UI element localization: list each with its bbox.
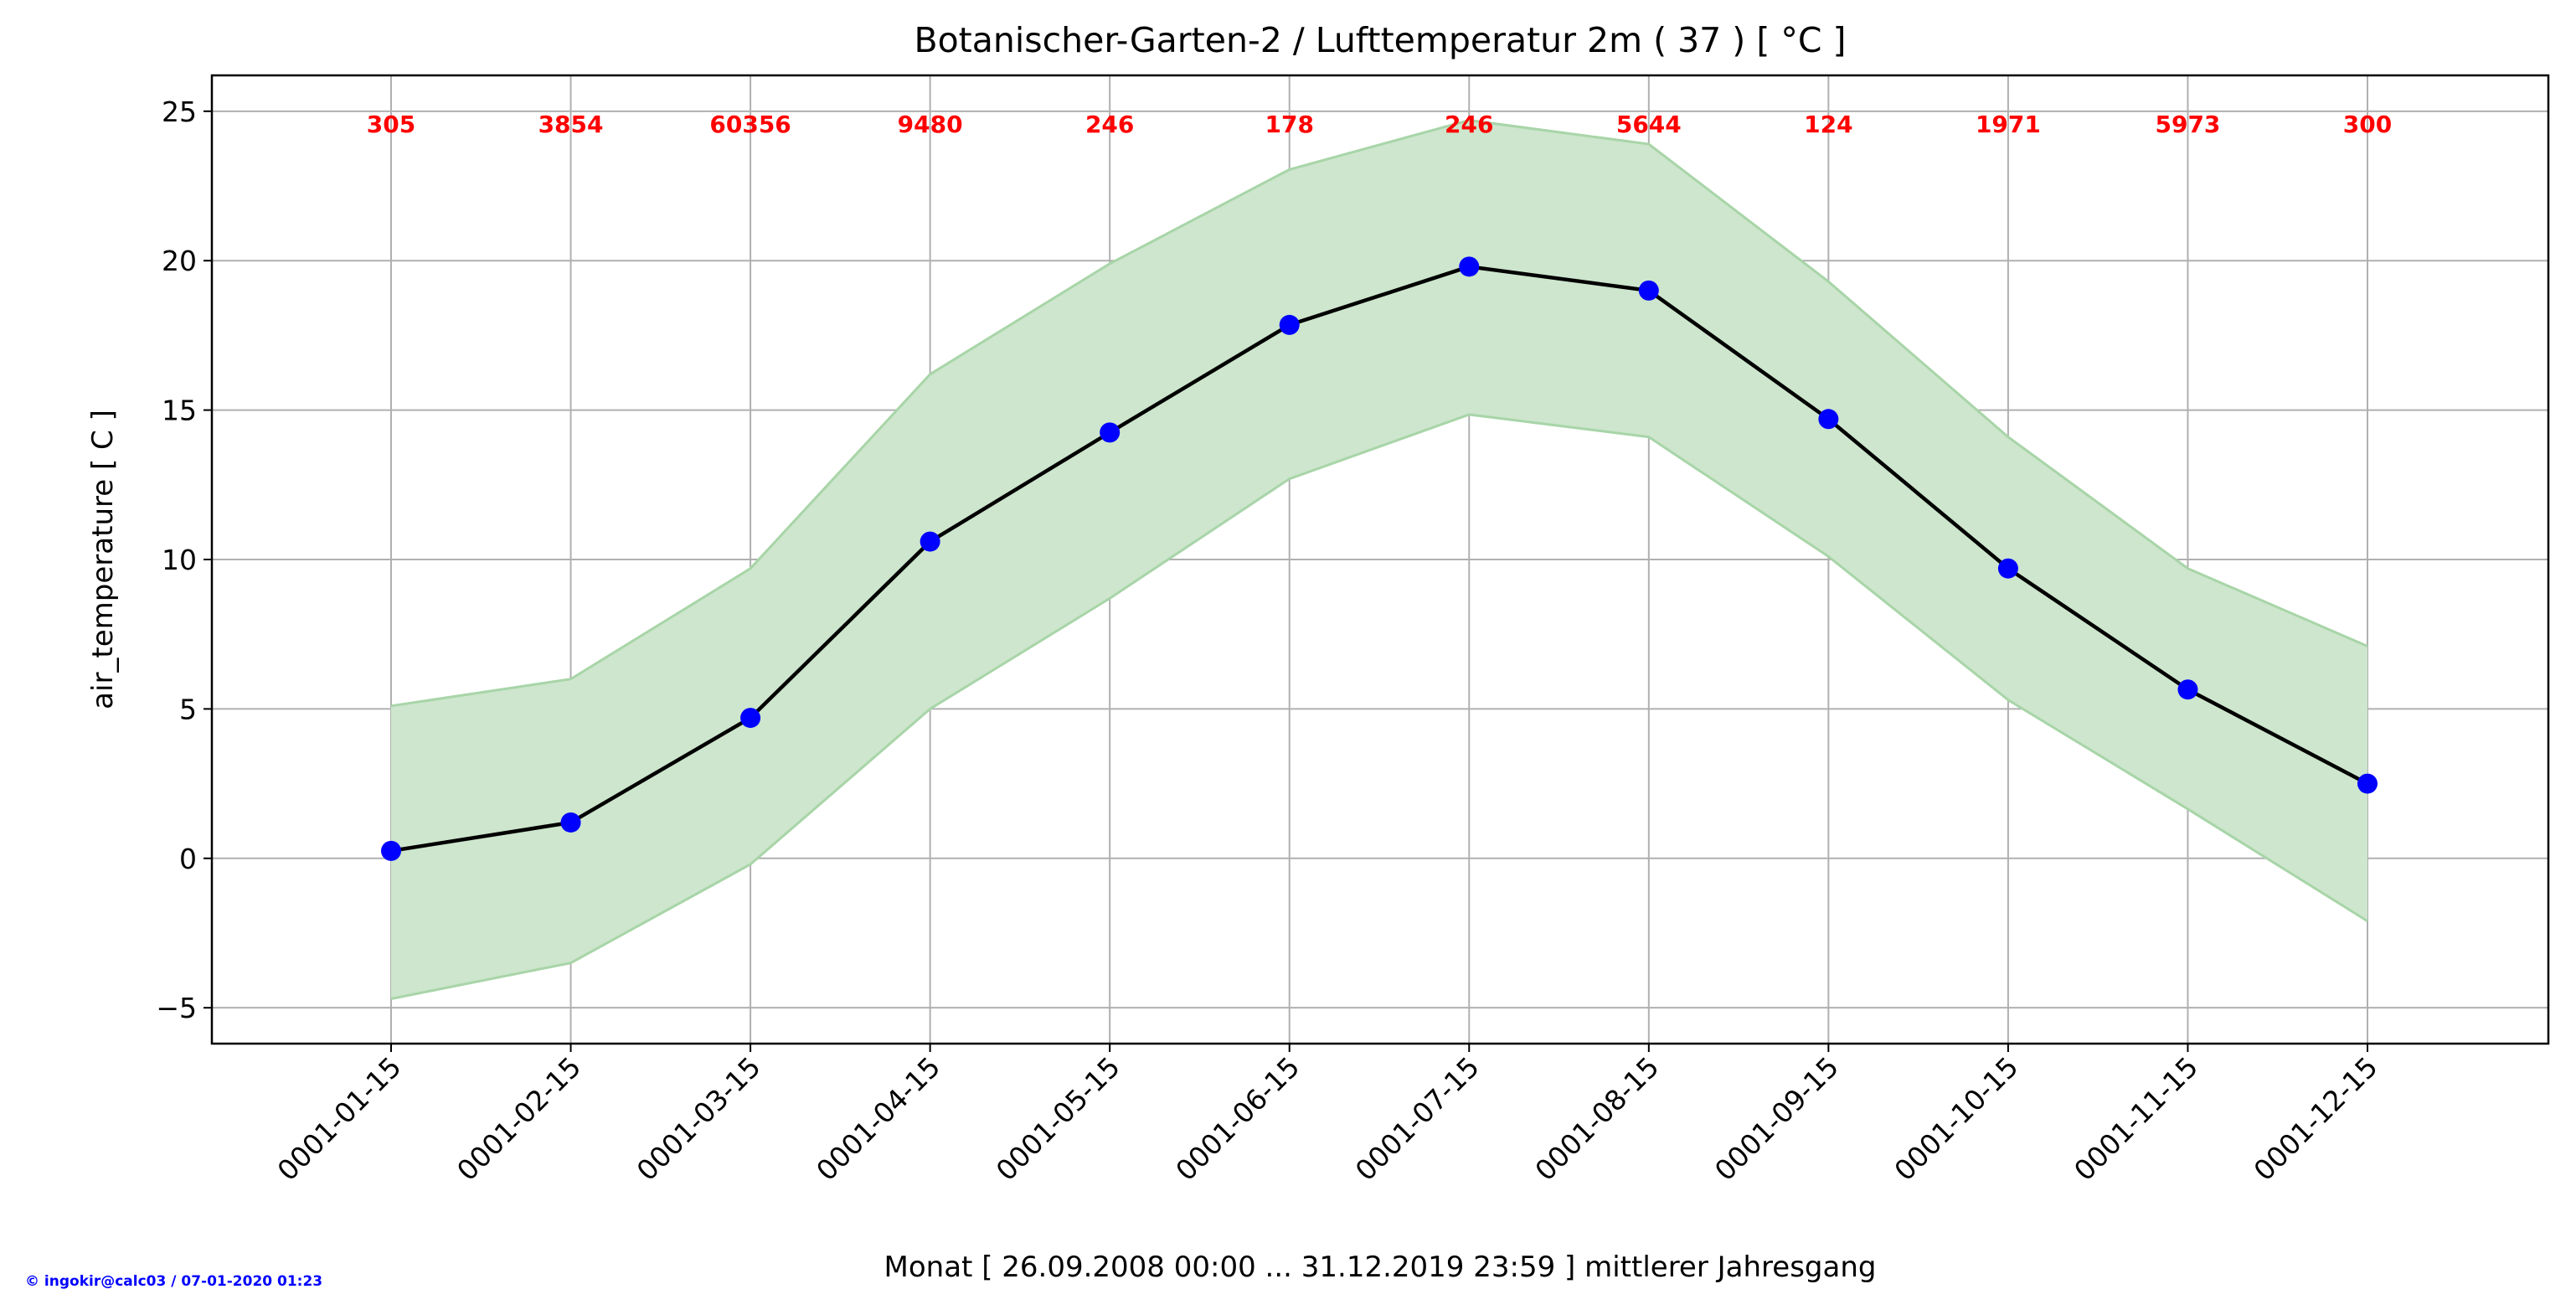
band-edge-line (390, 413, 2368, 1000)
x-tick-label: 0001-09-15 (1708, 1050, 1845, 1187)
y-tick-label: 10 (162, 544, 197, 576)
x-tick-label: 0001-06-15 (1169, 1050, 1306, 1187)
x-axis-label: Monat [ 26.09.2008 00:00 ... 31.12.2019 … (884, 1251, 1877, 1284)
footer-credit: © ingokir@calc03 / 07-01-2020 01:23 (25, 1273, 322, 1290)
y-ticks: −5 0 5 10 15 20 25 (156, 95, 212, 1024)
x-tick-label: 0001-08-15 (1528, 1050, 1665, 1187)
y-tick-label: 20 (162, 245, 197, 277)
x-ticks: 0001-01-15 0001-02-15 0001-03-15 0001-04-15… (270, 1044, 2384, 1187)
data-point (1459, 256, 1480, 277)
count-label: 60356 (709, 111, 791, 138)
band-edge-line (390, 118, 2368, 708)
x-tick-label: 0001-05-15 (990, 1050, 1126, 1187)
data-point (740, 708, 761, 729)
data-point (381, 840, 401, 861)
y-tick-label: 25 (162, 95, 197, 128)
mean-line (390, 265, 2369, 853)
count-label: 5973 (2155, 111, 2220, 138)
y-tick-label: −5 (156, 992, 197, 1024)
x-tick-label: 0001-01-15 (270, 1050, 407, 1187)
x-tick-label: 0001-03-15 (631, 1050, 767, 1187)
x-tick-label: 0001-04-15 (810, 1050, 946, 1187)
count-label: 305 (367, 111, 415, 138)
x-tick-label: 0001-10-15 (1888, 1050, 2024, 1187)
count-label: 246 (1445, 111, 1493, 138)
count-label: 1971 (1976, 111, 2041, 138)
data-point (1997, 558, 2018, 579)
data-point (1100, 422, 1121, 443)
y-axis-label: air_temperature [ C ] (86, 410, 120, 709)
count-labels: 305 3854 60356 9480 246 178 246 5644 124 1971 5973… (367, 111, 2392, 138)
count-label: 246 (1085, 111, 1134, 138)
x-tick-label: 0001-11-15 (2068, 1050, 2204, 1187)
data-point (1818, 409, 1839, 430)
data-point (1638, 280, 1659, 301)
y-tick-label: 0 (179, 843, 197, 875)
markers (381, 256, 2378, 861)
count-label: 5644 (1616, 111, 1682, 138)
data-point (1279, 314, 1300, 335)
data-point (2177, 679, 2198, 700)
count-label: 9480 (898, 111, 963, 138)
x-tick-label: 0001-07-15 (1349, 1050, 1486, 1187)
y-tick-label: 5 (179, 693, 197, 725)
data-point (920, 531, 940, 552)
band-edges (390, 118, 2368, 1000)
count-label: 3854 (538, 111, 604, 138)
count-label: 300 (2343, 111, 2392, 138)
data-point (560, 812, 581, 833)
chart-title: Botanischer-Garten-2 / Lufttemperatur 2m… (914, 20, 1846, 60)
count-label: 124 (1804, 111, 1852, 138)
x-tick-label: 0001-12-15 (2247, 1050, 2383, 1187)
std-band (391, 120, 2367, 999)
y-tick-label: 15 (162, 394, 197, 427)
x-tick-label: 0001-02-15 (451, 1050, 587, 1187)
count-label: 178 (1265, 111, 1314, 138)
data-point (2357, 773, 2378, 794)
